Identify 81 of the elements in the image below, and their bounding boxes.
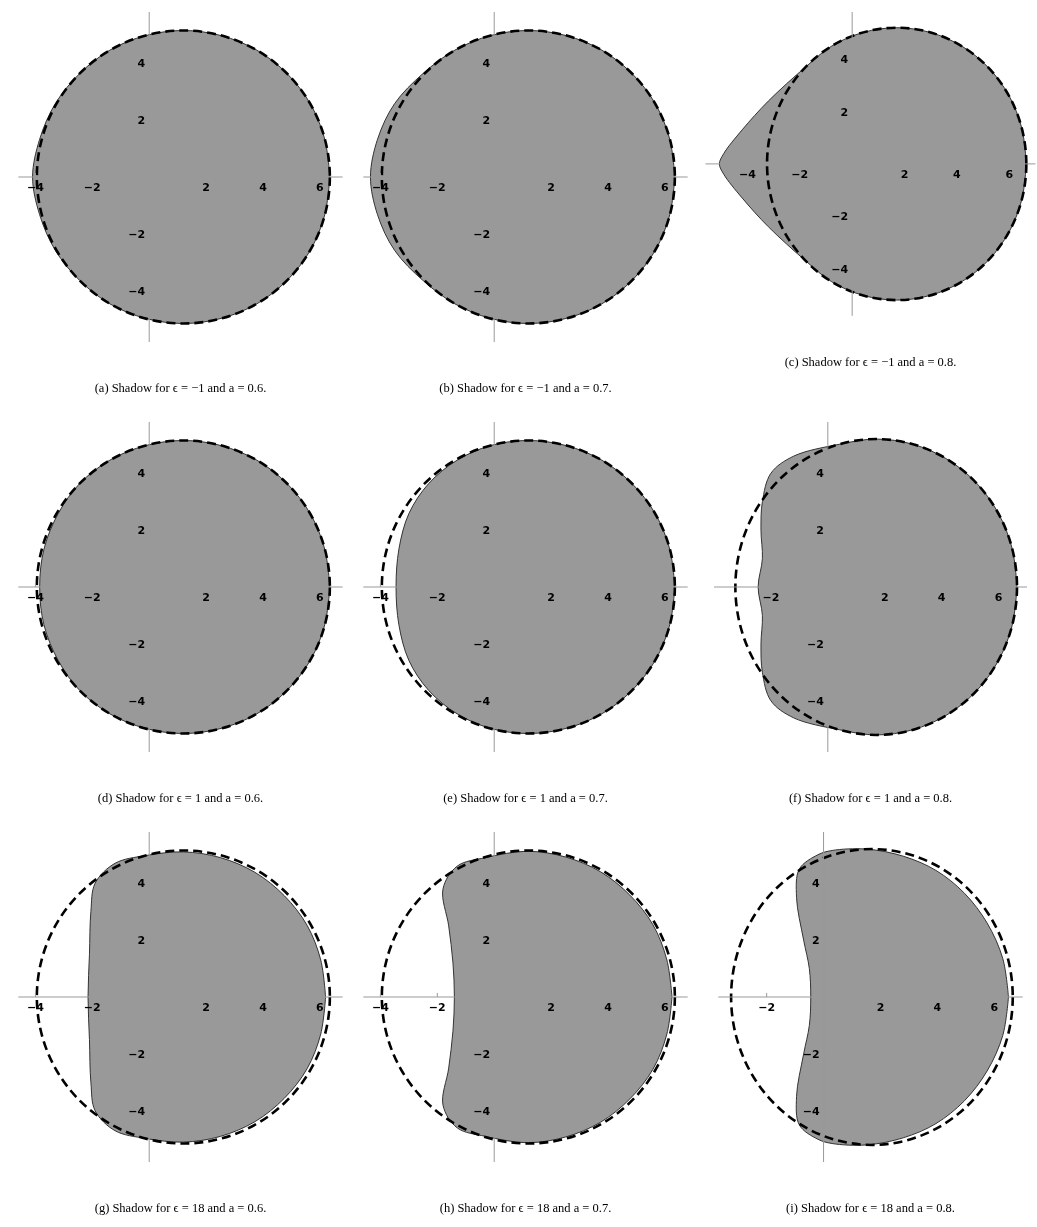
y-tick-label: 4 xyxy=(137,57,146,71)
text: (f) Shadow for ϵ = 1 and a = 0.8. xyxy=(788,791,953,805)
x-tick-label: −2 xyxy=(791,167,809,181)
y-tick-label: −2 xyxy=(473,1047,491,1061)
y-tick-label: 2 xyxy=(137,524,146,538)
text: (d) Shadow for ϵ = 1 and a = 0.6. xyxy=(97,791,264,805)
y-tick-label: 4 xyxy=(482,467,491,481)
x-tick-label: −2 xyxy=(762,591,780,604)
text: (b) Shadow for ϵ = −1 and a = 0.7. xyxy=(439,381,612,395)
x-tick-label: 2 xyxy=(547,591,555,604)
x-tick-label: 4 xyxy=(604,591,613,604)
y-tick-label: −2 xyxy=(128,1047,146,1061)
text: (i) Shadow for ϵ = 18 and a = 0.8. xyxy=(786,1201,955,1215)
text: (e) Shadow for ϵ = 1 and a = 0.7. xyxy=(443,791,608,805)
x-tick-label: −2 xyxy=(83,591,101,604)
y-tick-label: 2 xyxy=(482,524,491,538)
y-tick-label: 4 xyxy=(840,53,849,67)
x-tick-label: 6 xyxy=(994,591,1003,604)
x-tick-label: 2 xyxy=(547,181,555,194)
x-tick-label: 2 xyxy=(202,181,210,194)
y-tick-label: −4 xyxy=(802,1104,820,1118)
y-tick-label: −4 xyxy=(806,694,825,708)
y-tick-label: −2 xyxy=(806,637,824,651)
x-tick-label: 6 xyxy=(661,591,670,604)
y-tick-label: 4 xyxy=(816,467,825,481)
text: (h) Shadow for ϵ = 18 and a = 0.7. xyxy=(439,1201,612,1215)
x-tick-label: 4 xyxy=(259,181,268,194)
x-tick-label: 6 xyxy=(661,1001,670,1014)
x-tick-label: 2 xyxy=(880,591,889,604)
x-tick-label: 6 xyxy=(316,1001,325,1014)
y-tick-label: −2 xyxy=(473,637,491,651)
y-tick-label: 4 xyxy=(482,877,491,891)
x-tick-label: 6 xyxy=(990,1001,999,1014)
x-tick-label: 4 xyxy=(604,181,613,194)
x-tick-label: 6 xyxy=(316,591,325,604)
x-tick-label: 6 xyxy=(661,181,670,194)
y-tick-label: 2 xyxy=(816,524,824,538)
x-tick-label: 2 xyxy=(900,167,909,181)
x-tick-label: −2 xyxy=(83,181,101,194)
x-tick-label: 4 xyxy=(259,1001,268,1014)
x-tick-label: 2 xyxy=(202,1001,210,1014)
y-tick-label: −4 xyxy=(473,1104,491,1118)
x-tick-label: 2 xyxy=(202,591,210,604)
x-tick-label: 4 xyxy=(604,1001,613,1014)
y-tick-label: −4 xyxy=(128,694,146,708)
y-tick-label: 2 xyxy=(137,934,146,948)
y-tick-label: 4 xyxy=(137,877,146,891)
x-tick-label: 4 xyxy=(933,1001,942,1014)
x-tick-label: 2 xyxy=(876,1001,885,1014)
y-tick-label: −4 xyxy=(473,694,491,708)
y-tick-label: −4 xyxy=(128,284,146,298)
y-tick-label: 2 xyxy=(840,105,849,119)
y-tick-label: 2 xyxy=(482,934,491,948)
y-tick-label: 4 xyxy=(137,467,146,481)
y-tick-label: −2 xyxy=(128,637,146,651)
text: (g) Shadow for ϵ = 18 and a = 0.6. xyxy=(94,1201,267,1215)
x-tick-label: −4 xyxy=(738,167,757,181)
x-tick-label: −2 xyxy=(428,591,446,604)
y-tick-label: −4 xyxy=(128,1104,146,1118)
x-tick-label: 4 xyxy=(953,167,962,181)
y-tick-label: −4 xyxy=(473,284,491,298)
y-tick-label: 4 xyxy=(811,877,820,891)
x-tick-label: −2 xyxy=(758,1001,776,1014)
y-tick-label: 4 xyxy=(482,57,491,71)
y-tick-label: −2 xyxy=(802,1047,820,1061)
y-tick-label: −2 xyxy=(831,210,849,224)
y-tick-label: 2 xyxy=(137,114,146,128)
y-tick-label: 2 xyxy=(811,934,820,948)
y-tick-label: −2 xyxy=(128,227,146,241)
y-tick-label: 2 xyxy=(482,114,491,128)
x-tick-label: 6 xyxy=(1005,167,1014,181)
x-tick-label: 4 xyxy=(937,591,946,604)
x-tick-label: 4 xyxy=(259,591,268,604)
y-tick-label: −2 xyxy=(473,227,491,241)
x-tick-label: −2 xyxy=(428,1001,446,1014)
x-tick-label: −2 xyxy=(428,181,446,194)
x-tick-label: 6 xyxy=(316,181,325,194)
text: (a) Shadow for ϵ = −1 and a = 0.6. xyxy=(94,381,267,395)
x-tick-label: 2 xyxy=(547,1001,555,1014)
y-tick-label: −4 xyxy=(831,262,849,276)
text: (c) Shadow for ϵ = −1 and a = 0.8. xyxy=(784,354,957,369)
